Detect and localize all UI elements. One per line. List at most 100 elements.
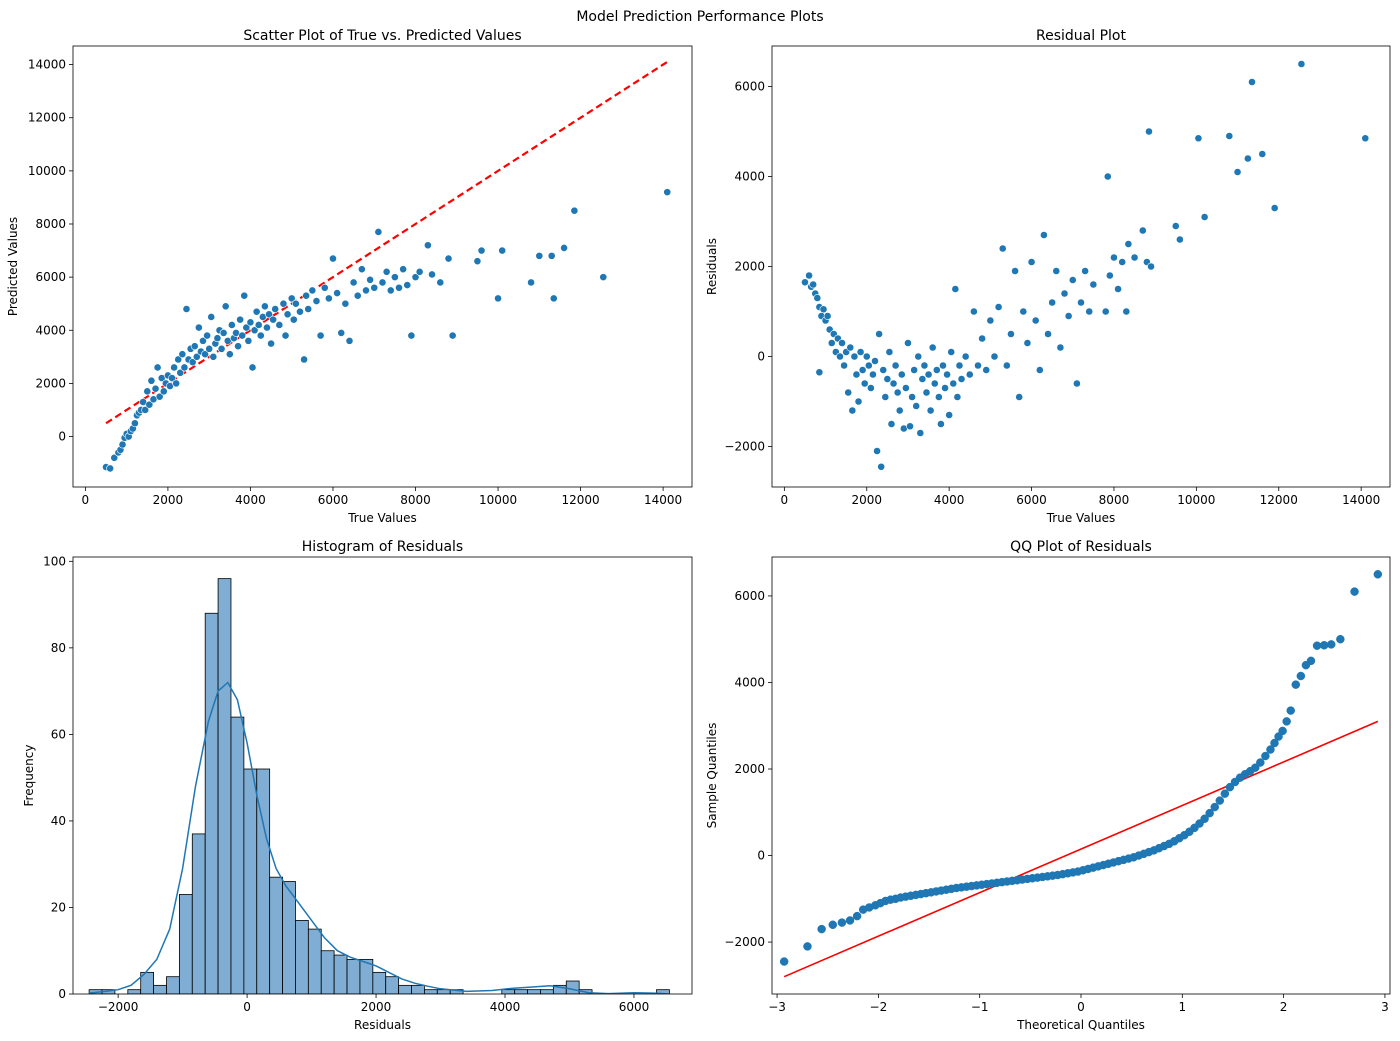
suptitle: Model Prediction Performance Plots <box>576 9 823 25</box>
x-axis-label: Residuals <box>354 1018 411 1032</box>
data-point <box>1261 751 1270 761</box>
data-point <box>912 402 921 410</box>
data-point <box>937 420 945 428</box>
y-tick-label: 2000 <box>734 260 765 274</box>
histogram-bar <box>372 971 387 994</box>
y-tick-label: 4000 <box>35 323 66 337</box>
data-point <box>238 331 247 340</box>
data-point <box>283 310 292 319</box>
data-point <box>932 366 941 374</box>
data-point <box>1233 168 1242 176</box>
data-point <box>194 323 203 332</box>
data-point <box>207 313 216 321</box>
y-tick-label: 2000 <box>734 762 765 776</box>
data-point <box>1270 738 1279 748</box>
data-point <box>1225 132 1234 140</box>
data-point <box>1326 640 1336 649</box>
data-point <box>1145 127 1153 136</box>
data-point <box>910 366 919 374</box>
y-tick-label: −2000 <box>724 440 765 454</box>
data-point <box>1027 258 1036 266</box>
data-point <box>850 352 859 361</box>
data-point <box>1052 267 1061 275</box>
data-point <box>527 278 535 287</box>
data-point <box>1286 706 1295 715</box>
data-point <box>916 429 925 437</box>
data-point <box>840 361 848 370</box>
data-point <box>477 246 486 255</box>
data-point <box>974 361 982 370</box>
histogram-bar <box>501 989 516 994</box>
histogram-bar <box>398 984 412 994</box>
y-axis-label: Residuals <box>705 238 719 295</box>
data-point <box>374 228 383 236</box>
data-point <box>1015 393 1024 401</box>
data-point <box>1110 253 1118 262</box>
data-point <box>1194 134 1203 143</box>
data-point <box>176 368 185 377</box>
x-tick-label: −2000 <box>98 1000 139 1014</box>
data-point <box>395 283 403 292</box>
data-point <box>864 361 873 370</box>
x-tick-label: 12000 <box>561 493 599 507</box>
data-point <box>873 447 881 455</box>
data-point <box>836 352 844 361</box>
data-point <box>883 375 892 383</box>
data-point <box>291 299 300 308</box>
data-point <box>1023 339 1032 347</box>
data-point <box>965 370 974 379</box>
data-point <box>219 329 228 337</box>
data-point <box>1064 312 1073 320</box>
data-point <box>1072 379 1081 388</box>
data-point <box>895 406 904 415</box>
data-point <box>823 312 832 320</box>
data-point <box>1118 258 1127 266</box>
data-point <box>994 303 1003 311</box>
data-point <box>399 265 408 274</box>
data-point <box>436 278 445 287</box>
data-point <box>1373 570 1383 579</box>
data-point <box>1085 307 1094 316</box>
data-point <box>1282 717 1291 726</box>
data-point <box>151 384 160 393</box>
data-point <box>978 334 987 343</box>
data-point <box>902 384 910 392</box>
data-point <box>1251 763 1260 772</box>
y-tick-label: 40 <box>51 814 66 828</box>
data-point <box>860 379 869 388</box>
data-point <box>837 918 847 927</box>
data-point <box>221 302 230 311</box>
data-point <box>801 278 809 287</box>
histogram-bar <box>269 876 283 994</box>
data-point <box>879 366 888 374</box>
data-point <box>809 280 818 289</box>
data-point <box>599 273 608 282</box>
data-point <box>345 336 354 345</box>
histogram-bar <box>411 984 425 994</box>
plot-area <box>102 61 672 473</box>
data-point <box>1007 330 1015 338</box>
data-point <box>213 334 222 343</box>
data-point <box>269 315 278 324</box>
data-point <box>893 388 902 397</box>
chart-title: QQ Plot of Residuals <box>1010 539 1152 555</box>
x-tick-label: 4000 <box>934 493 965 507</box>
data-point <box>926 406 935 415</box>
data-point <box>279 299 288 308</box>
data-point <box>1319 641 1329 650</box>
data-point <box>337 329 346 337</box>
data-point <box>918 375 927 383</box>
x-tick-label: 12000 <box>1260 493 1298 507</box>
histogram-bar <box>656 989 670 994</box>
data-point <box>779 957 789 966</box>
data-point <box>1215 796 1225 805</box>
data-point <box>990 352 999 361</box>
data-point <box>1175 235 1184 244</box>
data-point <box>1256 758 1265 767</box>
data-point <box>891 361 900 370</box>
data-point <box>1270 204 1279 212</box>
data-point <box>227 321 236 329</box>
y-tick-label: 0 <box>58 430 66 444</box>
histogram-bar <box>204 612 219 994</box>
